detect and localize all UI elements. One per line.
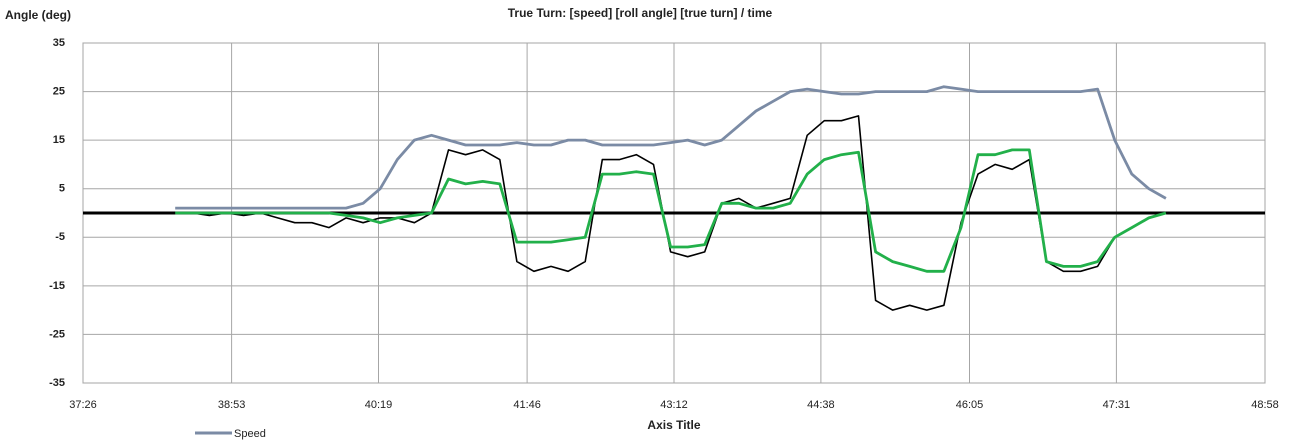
legend-label: Speed [234, 428, 266, 440]
x-tick-label: 47:31 [1103, 399, 1131, 411]
x-tick-label: 43:12 [660, 399, 688, 411]
y-tick-label: 25 [53, 85, 65, 97]
y-tick-label: -25 [49, 328, 65, 340]
y-tick-label: -15 [49, 280, 65, 292]
y-tick-label: 35 [53, 37, 65, 49]
y-tick-label: -5 [55, 231, 65, 243]
chart-title: True Turn: [speed] [roll angle] [true tu… [508, 6, 773, 20]
series-line [175, 148, 1167, 273]
x-tick-label: 48:58 [1251, 399, 1279, 411]
series-line [175, 85, 1167, 210]
x-tick-label: 40:19 [365, 399, 393, 411]
series-line [175, 115, 1167, 311]
x-tick-label: 44:38 [807, 399, 835, 411]
y-tick-label: -35 [49, 377, 65, 389]
x-tick-label: 46:05 [956, 399, 984, 411]
x-axis-label: Axis Title [647, 418, 700, 432]
x-tick-label: 38:53 [218, 399, 246, 411]
x-tick-label: 37:26 [69, 399, 97, 411]
y-tick-label: 15 [53, 134, 65, 146]
y-tick-label: 5 [59, 183, 65, 195]
y-axis-label: Angle (deg) [5, 8, 71, 22]
x-tick-label: 41:46 [513, 399, 541, 411]
